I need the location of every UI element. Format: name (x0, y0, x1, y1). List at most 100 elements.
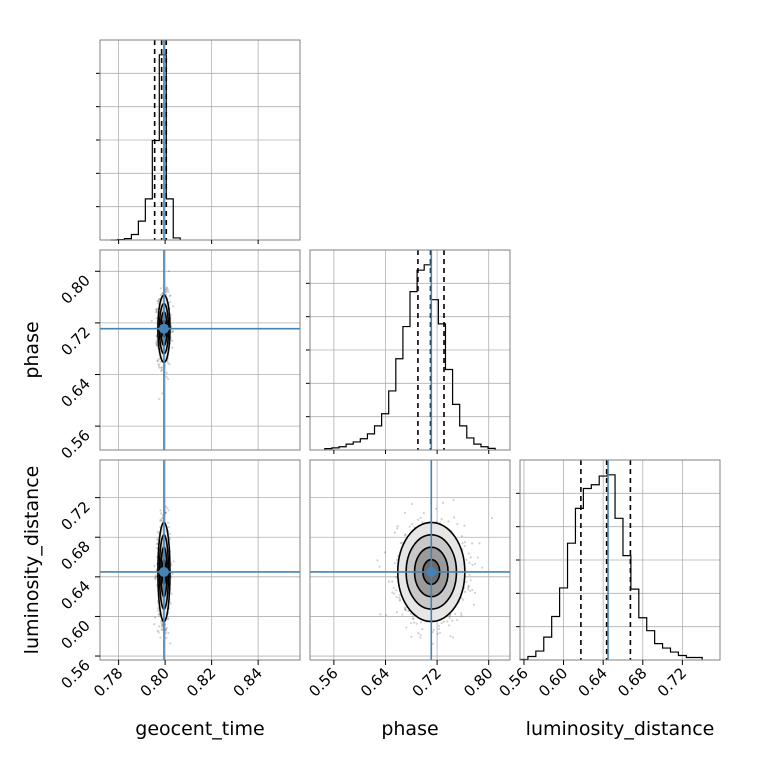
scatter-point (395, 558, 399, 561)
scatter-point (478, 542, 481, 545)
scatter-point (153, 616, 157, 619)
scatter-point (463, 524, 466, 527)
scatter-point (469, 589, 472, 592)
scatter-point (164, 505, 167, 508)
scatter-point (155, 317, 158, 320)
panel-frame (99, 459, 301, 661)
scatter-point (412, 618, 415, 621)
scatter-panel-geocent-time-vs-phase (99, 249, 301, 451)
scatter-point (403, 534, 407, 537)
scatter-point (419, 636, 422, 639)
scatter-point (157, 363, 160, 366)
scatter-point (421, 628, 424, 631)
scatter-point (383, 551, 387, 554)
x-tick-label-phase-0: 0.56 (305, 664, 341, 700)
scatter-point (395, 611, 398, 614)
scatter-point (468, 573, 471, 576)
scatter-point (164, 631, 167, 634)
scatter-point (165, 289, 168, 292)
scatter-point (436, 632, 439, 635)
x-tick-label-luminosity-distance-0: 0.56 (495, 664, 531, 700)
x-tick-label-phase-2: 0.72 (409, 664, 445, 700)
truth-marker (426, 566, 437, 577)
scatter-point (168, 362, 171, 366)
x-tick-label-luminosity-distance-4: 0.72 (654, 664, 690, 700)
scatter-point (394, 589, 398, 592)
scatter-point (155, 342, 158, 345)
y-axis-title-luminosity-distance: luminosity_distance (21, 466, 43, 655)
scatter-point (393, 531, 397, 534)
scatter-point (460, 596, 463, 600)
scatter-point (387, 580, 391, 583)
scatter-point (160, 369, 163, 373)
scatter-point (407, 610, 410, 613)
scatter-point (461, 598, 465, 601)
scatter-point (157, 300, 160, 303)
scatter-point (405, 626, 408, 629)
scatter-point (463, 590, 467, 593)
scatter-point (401, 613, 404, 616)
scatter-point (396, 554, 399, 557)
x-axis-title-phase: phase (381, 718, 438, 740)
scatter-point (167, 509, 170, 512)
scatter-point (460, 614, 463, 617)
scatter-point (466, 588, 470, 591)
scatter-point (468, 561, 471, 565)
scatter-point (451, 636, 455, 639)
scatter-point (399, 598, 402, 601)
scatter-point (159, 287, 162, 290)
panels-layer: 0.78 0.80 0.82 0.84 0.56 0.64 0.72 0.800.56 0.60… (57, 39, 721, 700)
scatter-point (165, 290, 168, 294)
y-tick-label-luminosity-distance-2: 0.64 (57, 577, 93, 613)
scatter-point (412, 617, 415, 620)
scatter-panel-bg (100, 460, 300, 660)
y-tick-label-luminosity-distance-4: 0.72 (57, 498, 93, 534)
scatter-point (169, 642, 172, 645)
hist-step-phase (324, 264, 496, 450)
scatter-point (156, 359, 159, 363)
scatter-point (481, 566, 484, 569)
panel-frame (99, 39, 301, 241)
scatter-point (160, 366, 163, 369)
scatter-point (165, 371, 168, 374)
scatter-point (170, 564, 173, 567)
scatter-point (473, 591, 476, 594)
scatter-point (166, 377, 170, 381)
scatter-point (385, 613, 388, 617)
scatter-point (156, 307, 159, 310)
scatter-point (153, 564, 156, 568)
scatter-point (465, 580, 468, 584)
labels-layer: geocent_time phase luminosity_distance p… (21, 321, 714, 740)
scatter-point (440, 517, 443, 521)
scatter-point (159, 519, 162, 522)
scatter-point (160, 368, 163, 372)
scatter-point (456, 522, 459, 526)
scatter-point (379, 613, 382, 616)
scatter-point (155, 341, 158, 344)
scatter-point (164, 628, 168, 631)
scatter-point (155, 311, 158, 314)
scatter-point (421, 521, 424, 524)
scatter-point (159, 509, 162, 512)
hist-panel-geocent-time (96, 39, 301, 241)
scatter-point (154, 576, 158, 579)
scatter-point (167, 617, 170, 620)
scatter-point (469, 579, 472, 582)
scatter-point (156, 531, 159, 534)
scatter-point (437, 627, 441, 631)
scatter-point (167, 526, 171, 529)
scatter-point (171, 339, 174, 343)
scatter-panel-bg (100, 250, 300, 450)
scatter-point (156, 629, 159, 632)
scatter-point (171, 330, 174, 333)
scatter-point (453, 516, 456, 519)
scatter-point (442, 620, 445, 623)
scatter-point (472, 603, 475, 606)
y-tick-label-phase-2: 0.72 (57, 323, 93, 359)
scatter-point (403, 511, 407, 514)
scatter-point (441, 501, 444, 504)
scatter-point (393, 592, 396, 595)
y-tick-label-phase-3: 0.80 (57, 271, 93, 307)
scatter-point (467, 552, 470, 555)
